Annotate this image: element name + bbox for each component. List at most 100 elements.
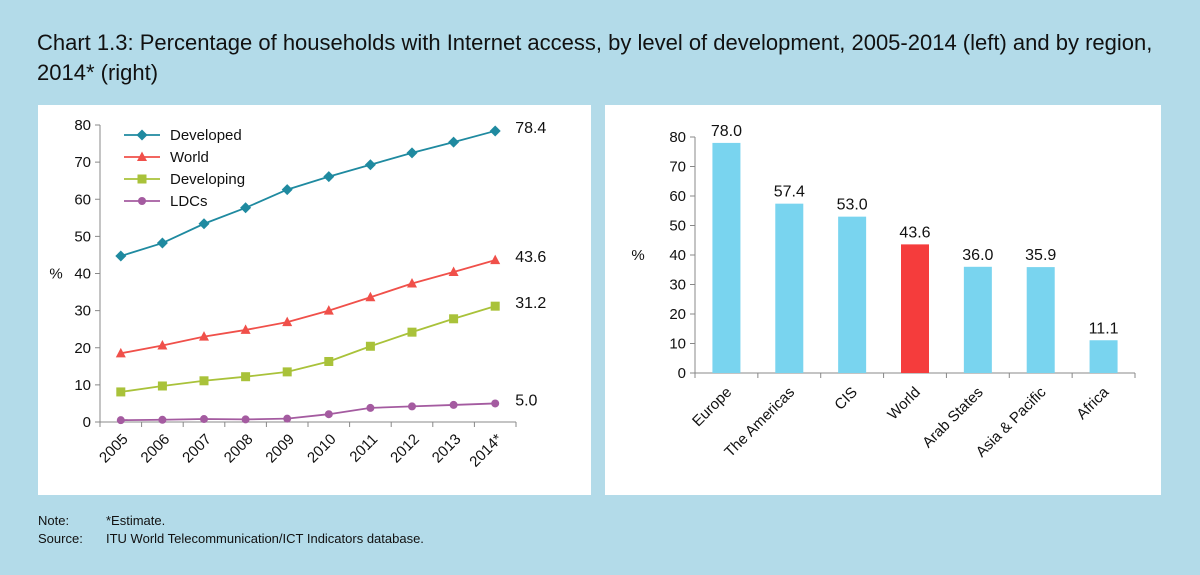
- x-tick-label: 2005: [96, 431, 132, 467]
- y-axis-label: %: [631, 247, 644, 264]
- bar-value-label: 53.0: [837, 197, 868, 214]
- data-point: [365, 291, 376, 302]
- chart-title: Chart 1.3: Percentage of households with…: [37, 30, 1153, 85]
- data-point: [366, 403, 375, 412]
- bar-asia-pacific: [1026, 267, 1055, 373]
- data-point: [156, 237, 168, 249]
- y-tick-label: 40: [74, 266, 91, 283]
- data-point: [406, 147, 418, 159]
- legend-marker: [137, 174, 147, 184]
- data-point: [490, 254, 501, 265]
- x-tick-label: 2014*: [466, 431, 506, 471]
- bar-cis: [838, 216, 867, 373]
- y-tick-label: 80: [669, 129, 686, 146]
- data-point: [199, 331, 209, 341]
- data-point: [240, 324, 251, 334]
- data-point: [158, 415, 167, 424]
- y-tick-label: 40: [669, 247, 686, 264]
- x-tick-label: 2008: [221, 431, 257, 467]
- data-point: [449, 400, 458, 409]
- series-developed: [115, 125, 501, 262]
- data-point: [282, 316, 293, 327]
- bar-value-label: 36.0: [962, 247, 993, 264]
- end-value-label: 5.0: [515, 392, 537, 409]
- end-value-label: 31.2: [515, 295, 546, 312]
- data-point: [198, 218, 210, 230]
- y-tick-label: 20: [74, 340, 91, 357]
- y-tick-label: 30: [669, 277, 686, 294]
- data-point: [323, 305, 334, 315]
- data-point: [116, 416, 125, 425]
- data-point: [115, 250, 127, 262]
- legend-label: World: [170, 149, 209, 166]
- data-point: [491, 399, 500, 408]
- data-point: [283, 414, 292, 423]
- y-tick-label: 20: [669, 306, 686, 323]
- data-point: [281, 184, 293, 196]
- data-point: [365, 341, 375, 351]
- y-tick-label: 80: [74, 117, 91, 134]
- bar-the-americas: [775, 203, 804, 373]
- x-tick-label: 2009: [262, 431, 298, 467]
- legend-marker: [137, 151, 147, 161]
- data-point: [324, 356, 334, 366]
- y-tick-label: 0: [83, 414, 91, 431]
- data-point: [241, 415, 250, 424]
- x-tick-label: 2012: [387, 431, 423, 467]
- series-developing: [116, 301, 500, 397]
- y-tick-label: 10: [669, 336, 686, 353]
- data-point: [200, 415, 208, 424]
- y-tick-label: 60: [669, 188, 686, 205]
- data-point: [240, 202, 252, 214]
- legend-item: Developing: [124, 171, 245, 188]
- data-point: [408, 402, 416, 411]
- x-category-label: Europe: [689, 384, 735, 430]
- bar-value-label: 11.1: [1089, 320, 1119, 337]
- data-point: [407, 327, 417, 337]
- legend-item: World: [124, 149, 209, 166]
- data-point: [116, 387, 126, 397]
- series-line: [120, 402, 496, 422]
- data-point: [489, 125, 501, 137]
- legend-label: Developed: [170, 127, 242, 144]
- data-point: [364, 159, 376, 171]
- series-line: [120, 305, 496, 393]
- x-category-label: Africa: [1073, 383, 1113, 423]
- y-tick-label: 70: [74, 154, 91, 171]
- line-chart-panel: 0 10 20 30 40 50 60 70 80% 2005 2006 2007 2008 2009 20…: [38, 105, 591, 495]
- data-point: [157, 381, 167, 391]
- data-point: [241, 372, 251, 382]
- end-value-label: 78.4: [515, 120, 546, 137]
- data-point: [157, 340, 168, 350]
- end-value-label: 43.6: [515, 249, 546, 266]
- x-category-label: Arab States: [919, 384, 986, 451]
- y-tick-label: 30: [74, 303, 91, 320]
- series-line: [120, 130, 496, 257]
- data-point: [282, 367, 292, 377]
- y-tick-label: 70: [669, 159, 686, 176]
- x-category-label: World: [884, 384, 924, 424]
- note-text: *Estimate.: [106, 513, 166, 528]
- series-line: [120, 259, 496, 355]
- bar-value-label: 43.6: [899, 224, 930, 241]
- y-tick-label: 50: [74, 228, 91, 245]
- data-point: [199, 376, 209, 386]
- bar-value-label: 78.0: [711, 123, 742, 140]
- source-label: Source:: [38, 531, 83, 546]
- data-point: [324, 410, 333, 419]
- x-tick-label: 2013: [429, 431, 465, 467]
- bar-chart-panel: 0 10 20 30 40 50 60 70 80% 78.0 Europe 57.4 The Amer…: [605, 105, 1161, 495]
- legend-label: Developing: [170, 171, 245, 188]
- data-point: [407, 278, 417, 288]
- y-tick-label: 10: [74, 377, 91, 394]
- y-axis-label: %: [49, 266, 62, 283]
- chart-notes: Note: *Estimate. Source: ITU World Telec…: [38, 512, 424, 548]
- legend-marker: [136, 129, 148, 141]
- x-tick-label: 2007: [179, 431, 215, 467]
- bar-arab-states: [963, 266, 992, 373]
- source-text: ITU World Telecommunication/ICT Indicato…: [106, 531, 424, 546]
- note-label: Note:: [38, 513, 70, 528]
- bar-europe: [712, 142, 741, 373]
